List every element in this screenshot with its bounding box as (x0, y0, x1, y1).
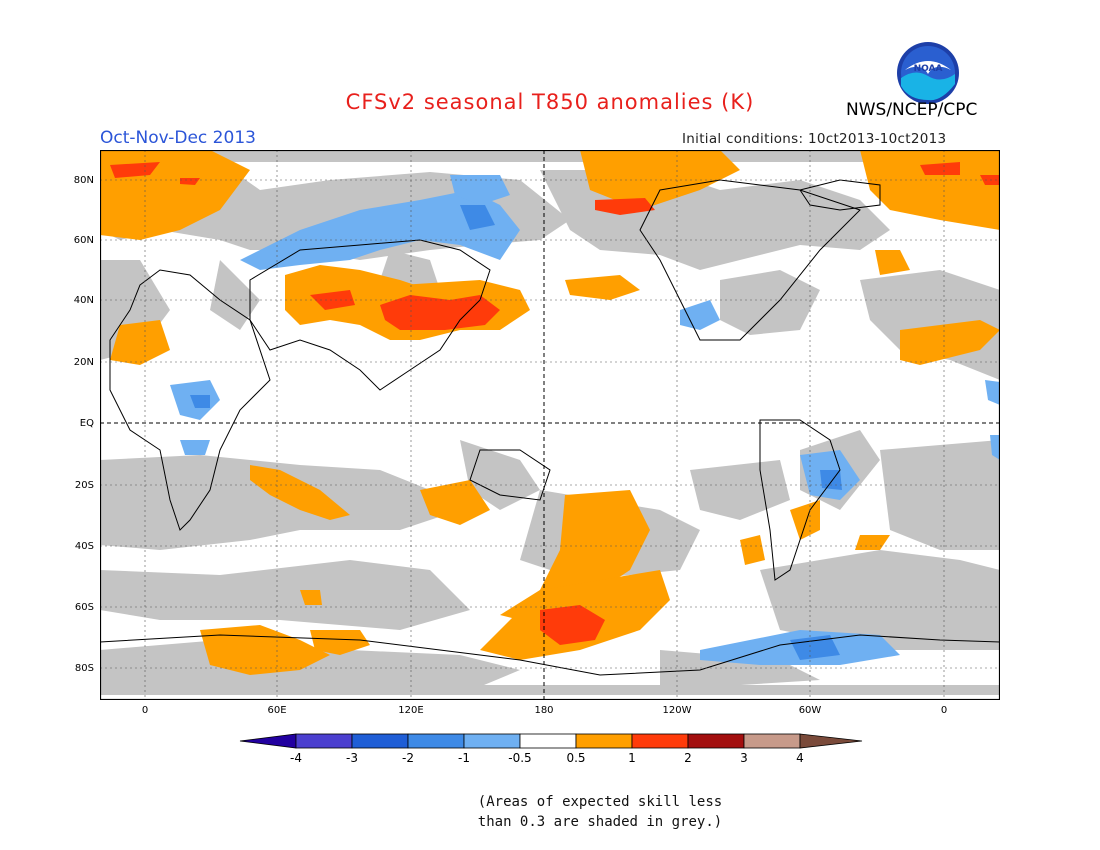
lat-label: 40N (73, 295, 94, 306)
lat-label: 20N (73, 357, 94, 368)
lat-label: 40S (74, 541, 94, 552)
lat-label: EQ (79, 418, 94, 429)
anomaly-map (100, 150, 1000, 700)
skill-note-line2: than 0.3 are shaded in grey.) (477, 814, 723, 830)
colorbar-segment (519, 733, 577, 749)
colorbar-label: -4 (290, 751, 302, 765)
colorbar-label: -2 (402, 751, 414, 765)
colorbar-segment (743, 733, 801, 749)
colorbar-segment (575, 733, 633, 749)
colorbar-label: 2 (684, 751, 692, 765)
lat-label: 80N (73, 175, 94, 186)
colorbar-label: 4 (796, 751, 804, 765)
skill-note: (Areas of expected skill less than 0.3 a… (0, 792, 1100, 832)
colorbar-segment (687, 733, 745, 749)
initial-conditions: Initial conditions: 10ct2013-10ct2013 (682, 131, 947, 147)
lat-label: 60N (73, 235, 94, 246)
colorbar-left-triangle (239, 733, 297, 749)
map-frame (100, 150, 1000, 700)
colorbar-segment (631, 733, 689, 749)
agency-label: NWS/NCEP/CPC (846, 100, 978, 120)
colorbar-label: -1 (458, 751, 470, 765)
lat-label: 60S (74, 602, 94, 613)
colorbar-label: 0.5 (566, 751, 586, 765)
cool-anomaly-m1-m2 (190, 205, 842, 660)
lat-label: 20S (74, 480, 94, 491)
lon-label: 120W (662, 705, 692, 716)
season-label: Oct-Nov-Dec 2013 (100, 128, 256, 148)
colorbar (239, 733, 863, 749)
colorbar-right-triangle (799, 733, 863, 749)
colorbar-segment (351, 733, 409, 749)
lon-label: 120E (398, 705, 424, 716)
colorbar-label: -3 (346, 751, 358, 765)
noaa-logo: NOAA (895, 40, 961, 110)
lat-label: 80S (74, 663, 94, 674)
chart-title: CFSv2 seasonal T850 anomalies (K) (345, 90, 755, 114)
colorbar-label: 3 (740, 751, 748, 765)
warm-anomaly-1-2 (110, 162, 1000, 645)
lon-label: 60E (267, 705, 287, 716)
colorbar-segment (407, 733, 465, 749)
skill-note-line1: (Areas of expected skill less (477, 794, 723, 810)
graticule (100, 150, 1000, 700)
lon-label: 0 (940, 705, 948, 716)
lon-label: 0 (141, 705, 149, 716)
colorbar-label: -0.5 (508, 751, 532, 765)
colorbar-segment (463, 733, 521, 749)
low-skill-mask (100, 150, 1000, 695)
lon-label: 60W (798, 705, 822, 716)
lon-label: 180 (534, 705, 554, 716)
noaa-logo-text: NOAA (914, 64, 943, 74)
colorbar-label: 1 (628, 751, 636, 765)
colorbar-segment (295, 733, 353, 749)
